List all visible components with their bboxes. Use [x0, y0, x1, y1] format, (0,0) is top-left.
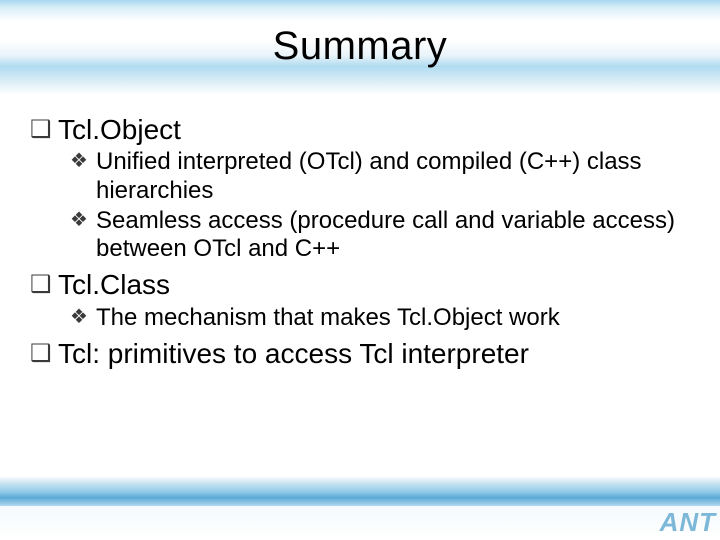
- list-item-text: Tcl.Class: [58, 269, 690, 301]
- list-item: ❑ Tcl.Class: [30, 269, 690, 301]
- slide-body: ❑ Tcl.Object ❖ Unified interpreted (OTcl…: [30, 108, 690, 372]
- list-subitem: ❖ The mechanism that makes Tcl.Object wo…: [70, 304, 690, 332]
- list-item: ❑ Tcl.Object: [30, 114, 690, 146]
- square-bullet-icon: ❑: [30, 340, 58, 368]
- list-subitem-text: The mechanism that makes Tcl.Object work: [96, 304, 690, 332]
- list-subitem-text: Unified interpreted (OTcl) and compiled …: [96, 148, 690, 205]
- square-bullet-icon: ❑: [30, 116, 58, 144]
- diamond-bullet-icon: ❖: [70, 209, 96, 233]
- list-item-text: Tcl.Object: [58, 114, 690, 146]
- diamond-bullet-icon: ❖: [70, 306, 96, 330]
- list-item: ❑ Tcl: primitives to access Tcl interpre…: [30, 338, 690, 370]
- list-subitem: ❖ Seamless access (procedure call and va…: [70, 207, 690, 264]
- list-subitem-text: Seamless access (procedure call and vari…: [96, 207, 690, 264]
- slide: Summary ❑ Tcl.Object ❖ Unified interpret…: [0, 0, 720, 540]
- list-item-text: Tcl: primitives to access Tcl interprete…: [58, 338, 690, 370]
- square-bullet-icon: ❑: [30, 271, 58, 299]
- logo-text: ANT: [660, 507, 716, 538]
- diamond-bullet-icon: ❖: [70, 150, 96, 174]
- list-subitem: ❖ Unified interpreted (OTcl) and compile…: [70, 148, 690, 205]
- slide-title: Summary: [0, 24, 720, 69]
- footer-fade: [0, 506, 720, 540]
